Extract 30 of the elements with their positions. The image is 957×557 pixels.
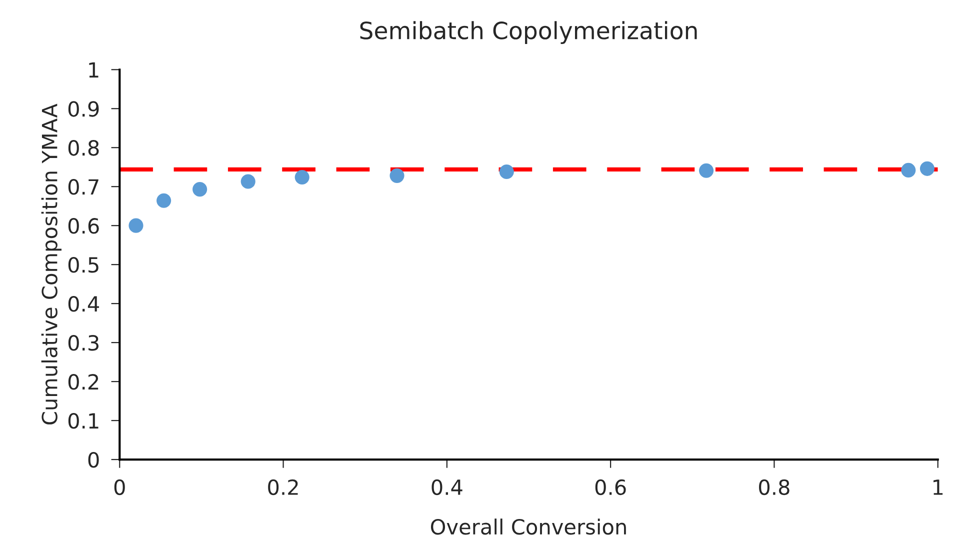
x-tick-label: 0.4 [432,479,462,496]
point [699,163,714,178]
y-tick-label: 0.8 [68,140,99,156]
point [499,164,514,180]
y-tick-label: 0.9 [68,101,99,117]
point [390,168,404,183]
y-tick-label: 0.5 [68,257,98,273]
y-tick-label: 0.2 [68,374,98,390]
y-tick-label: 0.1 [68,412,98,429]
y-tick-label: 0.4 [68,296,100,312]
x-tick-label: 0 [114,479,125,496]
point [156,193,172,208]
chart-title: Semibatch Copolymerization [360,21,697,44]
x-tick-label: 1 [934,480,943,495]
y-tick-label: 0.6 [68,218,99,234]
y-tick-label: 1 [89,62,98,78]
x-tick-label: 0.8 [759,479,790,496]
y-axis-title: Cumulative Composition YMAA [41,104,62,424]
point [240,174,256,189]
point [920,161,935,176]
point [294,170,310,185]
x-axis-title: Overall Conversion [430,518,626,535]
point [192,182,208,197]
x-tick-label: 0.6 [595,479,626,496]
point [901,162,916,178]
y-tick-label: 0.3 [68,335,99,351]
y-tick-label: 0 [88,452,99,468]
point [128,218,144,233]
x-tick-label: 0.2 [268,479,298,496]
y-tick-label: 0.7 [68,179,98,195]
